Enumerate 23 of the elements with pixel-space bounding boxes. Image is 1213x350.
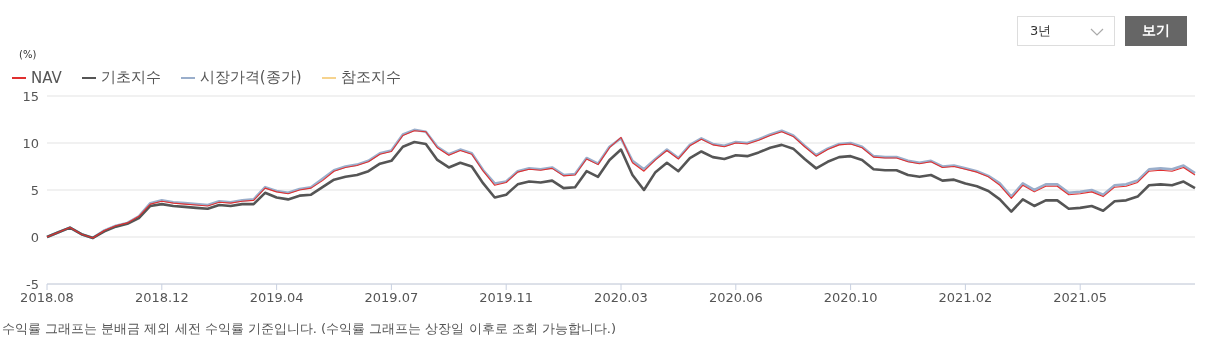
legend-label: NAV	[31, 68, 62, 87]
x-tick-label: 2021.05	[1053, 290, 1108, 305]
view-button: 보기	[1125, 16, 1187, 46]
legend-label: 참조지수	[340, 68, 401, 87]
y-tick-label: 5	[30, 182, 39, 198]
x-tick-label: 2018.12	[134, 290, 189, 305]
y-tick-label: -5	[26, 276, 39, 292]
x-tick-label: 2019.04	[249, 290, 304, 305]
x-tick-label: 2020.03	[594, 290, 648, 305]
x-tick-label: 2019.07	[364, 290, 419, 305]
y-tick-label: 10	[22, 135, 39, 151]
x-tick-label: 2018.08	[20, 290, 74, 305]
y-tick-label: 0	[30, 229, 39, 245]
y-tick-label: 15	[22, 88, 39, 104]
period-select: 3년	[1017, 16, 1115, 46]
x-tick-label: 2020.10	[823, 290, 878, 305]
x-tick-label: 2019.11	[479, 290, 534, 305]
x-tick-label: 2021.02	[938, 290, 993, 305]
text: 수익률 그래프는 분배금 제외 세전 수익률 기준입니다. (수익률 그래프는 상장일 이후로 조회 가능합니다.)	[2, 320, 616, 338]
legend-label: 기초지수	[100, 68, 161, 87]
x-tick-label: 2020.06	[708, 290, 763, 305]
y-axis-title: (%)	[19, 49, 37, 60]
legend-label: 시장가격(종가)	[199, 68, 302, 87]
